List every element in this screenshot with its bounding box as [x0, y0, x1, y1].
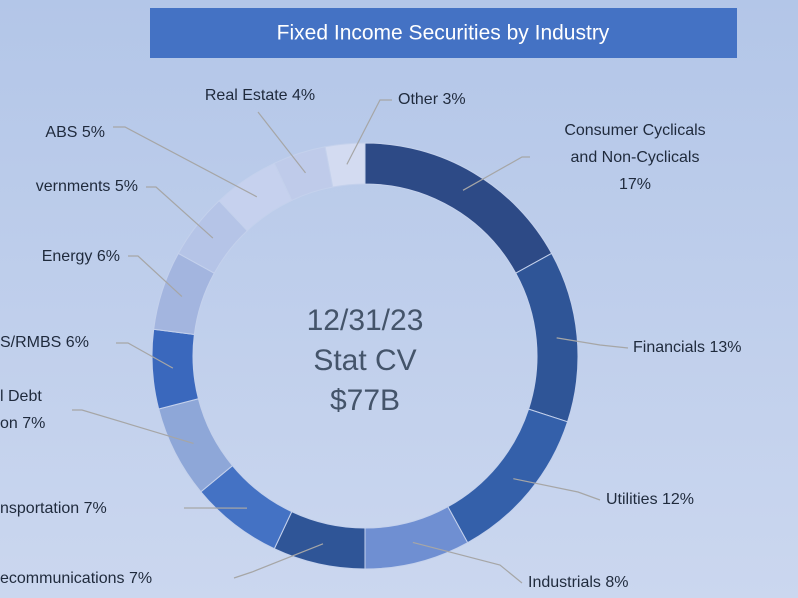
center-text: 12/31/23	[307, 304, 424, 337]
data-label: Industrials 8%	[528, 574, 629, 591]
leader-line	[72, 409, 194, 444]
leader-line	[116, 342, 174, 369]
data-label: ABS 5%	[45, 124, 105, 141]
data-label: S/RMBS 6%	[0, 334, 89, 351]
leader-line	[556, 337, 629, 349]
chart-title: Fixed Income Securities by Industry	[277, 22, 610, 45]
data-label: on 7%	[0, 415, 45, 432]
data-label: ecommunications 7%	[0, 570, 152, 587]
leader-line	[113, 126, 258, 198]
leader-line	[462, 156, 530, 191]
leader-line	[412, 541, 523, 584]
leader-line	[257, 111, 306, 174]
donut-slice	[324, 142, 366, 188]
center-text: $77B	[330, 384, 400, 417]
leader-line	[146, 186, 214, 239]
data-label: l Debt	[0, 388, 42, 405]
data-label: Real Estate 4%	[205, 87, 315, 104]
data-label: Consumer Cyclicals	[564, 122, 705, 139]
donut-slice	[151, 328, 200, 410]
data-label: Other 3%	[398, 91, 466, 108]
data-label: Utilities 12%	[606, 491, 694, 508]
leader-line	[346, 99, 392, 165]
leader-line	[233, 543, 324, 579]
data-label: and Non-Cyclicals	[571, 149, 700, 166]
title-banner	[150, 8, 737, 58]
center-text: Stat CV	[313, 344, 416, 377]
data-label: Financials 13%	[633, 339, 742, 356]
data-label: vernments 5%	[36, 178, 138, 195]
leader-line	[128, 255, 183, 297]
data-label: nsportation 7%	[0, 500, 107, 517]
data-label: 17%	[619, 176, 651, 193]
data-label: Energy 6%	[42, 248, 120, 265]
leader-line	[513, 478, 601, 501]
